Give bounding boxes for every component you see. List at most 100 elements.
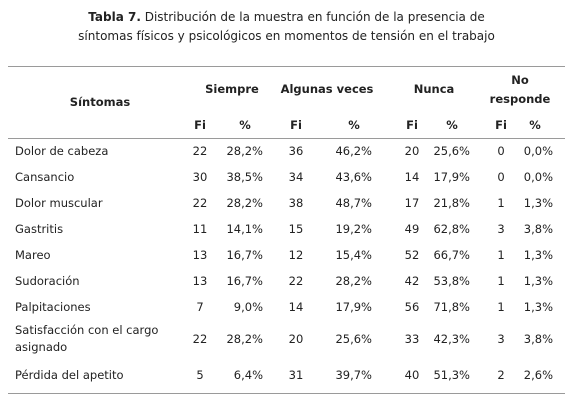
row-label: Mareo <box>15 248 51 262</box>
cell: 15,4% <box>335 248 372 262</box>
caption-text: Distribución de la muestra en función de… <box>144 10 485 24</box>
cell: 28,2% <box>335 274 372 288</box>
cell: 38,5% <box>226 170 263 184</box>
rule <box>8 393 565 394</box>
sub-header: % <box>529 118 541 132</box>
cell: 1 <box>497 300 505 314</box>
cell: 2 <box>497 368 505 382</box>
row-label: Dolor de cabeza <box>15 144 109 158</box>
cell: 5 <box>196 368 204 382</box>
cell: 20 <box>404 144 420 158</box>
group-header: Nunca <box>413 82 455 96</box>
sub-header: Fi <box>290 118 302 132</box>
sub-header: % <box>239 118 251 132</box>
cell: 31 <box>288 368 304 382</box>
cell: 17 <box>404 196 420 210</box>
cell: 3 <box>497 332 505 346</box>
cell: 40 <box>404 368 420 382</box>
cell: 43,6% <box>335 170 372 184</box>
cell: 48,7% <box>335 196 372 210</box>
cell: 62,8% <box>433 222 470 236</box>
cell: 28,2% <box>226 144 263 158</box>
cell: 42,3% <box>433 332 470 346</box>
caption-line: Tabla 7. Distribución de la muestra en f… <box>0 8 573 27</box>
cell: 0,0% <box>523 170 553 184</box>
cell: 11 <box>192 222 208 236</box>
sub-header: % <box>446 118 458 132</box>
cell: 16,7% <box>226 274 263 288</box>
cell: 28,2% <box>226 332 263 346</box>
cell: 9,0% <box>233 300 263 314</box>
cell: 3 <box>497 222 505 236</box>
row-label: Cansancio <box>15 170 75 184</box>
cell: 1,3% <box>523 248 553 262</box>
cell: 52 <box>404 248 420 262</box>
group-header: No <box>511 73 529 87</box>
cell: 7 <box>196 300 204 314</box>
group-header: Algunas veces <box>280 82 374 96</box>
cell: 25,6% <box>433 144 470 158</box>
cell: 22 <box>192 332 208 346</box>
row-label: Dolor muscular <box>15 196 103 210</box>
cell: 21,8% <box>433 196 470 210</box>
cell: 1,3% <box>523 196 553 210</box>
cell: 53,8% <box>433 274 470 288</box>
row-label: Pérdida del apetito <box>15 368 124 382</box>
cell: 14,1% <box>226 222 263 236</box>
cell: 30 <box>192 170 208 184</box>
cell: 1,3% <box>523 274 553 288</box>
row-label: asignado <box>15 340 68 354</box>
cell: 49 <box>404 222 420 236</box>
cell: 14 <box>404 170 420 184</box>
cell: 22 <box>192 144 208 158</box>
caption-label: Tabla 7. <box>88 10 141 24</box>
cell: 0 <box>497 170 505 184</box>
cell: 3,8% <box>523 222 553 236</box>
cell: 56 <box>404 300 420 314</box>
cell: 14 <box>288 300 304 314</box>
cell: 71,8% <box>433 300 470 314</box>
cell: 1 <box>497 274 505 288</box>
sub-header: Fi <box>495 118 507 132</box>
cell: 66,7% <box>433 248 470 262</box>
cell: 12 <box>288 248 304 262</box>
sub-header: Fi <box>406 118 418 132</box>
cell: 28,2% <box>226 196 263 210</box>
cell: 2,6% <box>523 368 553 382</box>
cell: 25,6% <box>335 332 372 346</box>
row-label: Gastritis <box>15 222 64 236</box>
cell: 51,3% <box>433 368 470 382</box>
cell: 0 <box>497 144 505 158</box>
cell: 17,9% <box>433 170 470 184</box>
cell: 42 <box>404 274 420 288</box>
cell: 22 <box>288 274 304 288</box>
cell: 20 <box>288 332 304 346</box>
group-header: responde <box>489 92 551 106</box>
row-label: Satisfacción con el cargo <box>15 323 159 337</box>
cell: 0,0% <box>523 144 553 158</box>
cell: 38 <box>288 196 304 210</box>
cell: 15 <box>288 222 304 236</box>
row-label: Palpitaciones <box>15 300 91 314</box>
cell: 13 <box>192 274 208 288</box>
cell: 36 <box>288 144 304 158</box>
cell: 17,9% <box>335 300 372 314</box>
cell: 1,3% <box>523 300 553 314</box>
rule <box>8 66 565 67</box>
cell: 34 <box>288 170 304 184</box>
sub-header: % <box>348 118 360 132</box>
column-header: Síntomas <box>69 95 131 109</box>
rule <box>8 138 565 139</box>
caption: Tabla 7. Distribución de la muestra en f… <box>0 8 573 46</box>
cell: 6,4% <box>233 368 263 382</box>
cell: 39,7% <box>335 368 372 382</box>
row-label: Sudoración <box>15 274 80 288</box>
cell: 1 <box>497 248 505 262</box>
cell: 1 <box>497 196 505 210</box>
cell: 3,8% <box>523 332 553 346</box>
cell: 46,2% <box>335 144 372 158</box>
caption-line: síntomas físicos y psicológicos en momen… <box>78 29 495 43</box>
group-header: Siempre <box>205 82 259 96</box>
cell: 33 <box>404 332 420 346</box>
